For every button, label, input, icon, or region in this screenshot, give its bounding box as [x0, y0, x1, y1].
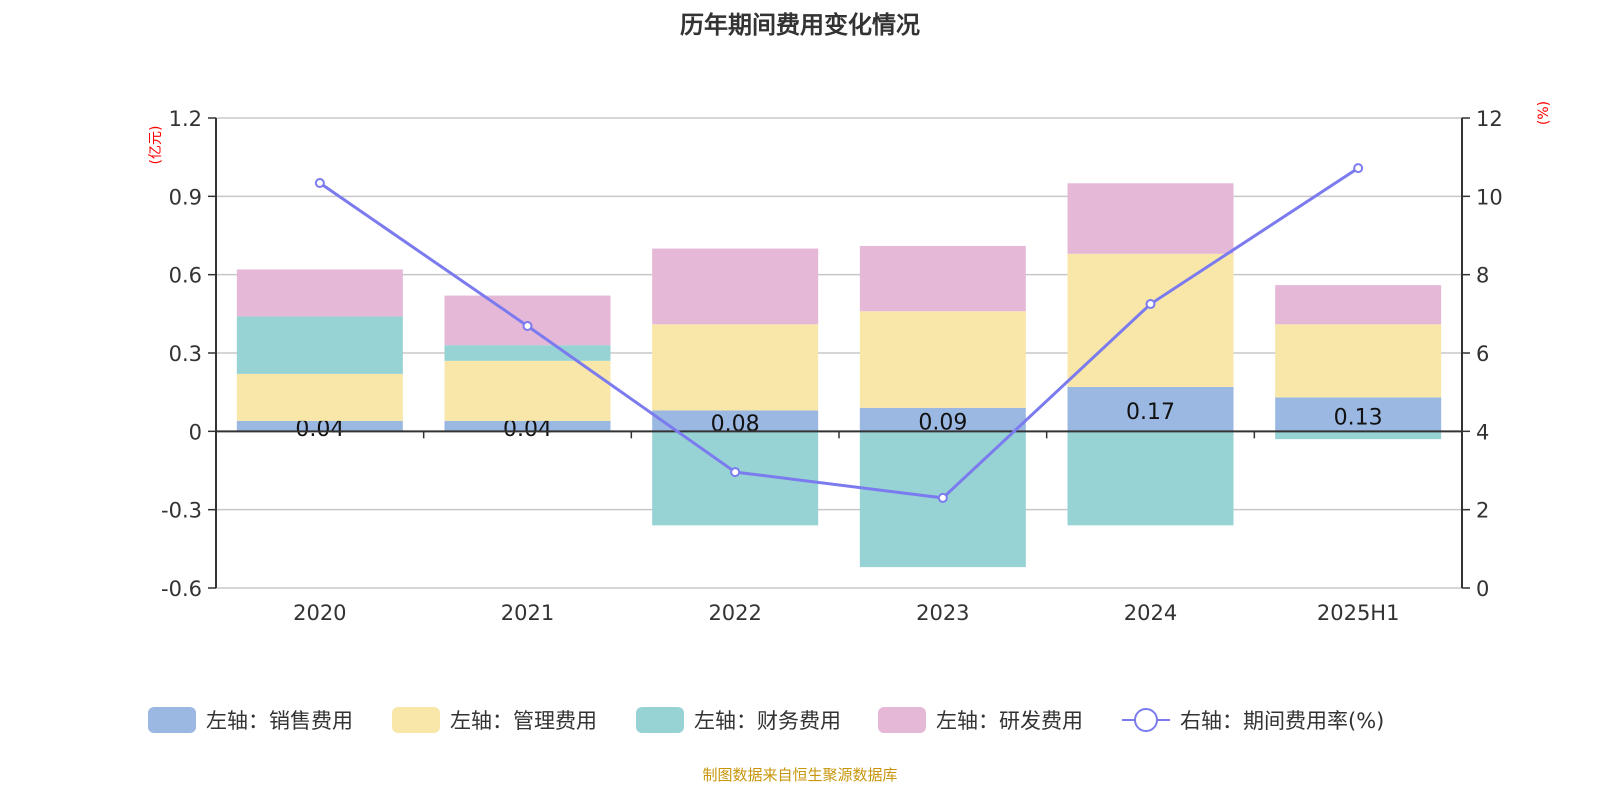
left-axis-label: (亿元) — [148, 126, 164, 165]
x-tick-label: 2020 — [293, 601, 346, 625]
rate-point — [314, 178, 325, 189]
bar-1 — [1067, 253, 1234, 387]
bar-2 — [444, 345, 611, 361]
legend-label: 左轴：销售费用 — [206, 709, 353, 733]
rate-point — [1353, 163, 1364, 174]
legend-swatch — [878, 707, 926, 733]
right-tick-label: 0 — [1476, 577, 1489, 601]
left-tick-label: 0.6 — [169, 264, 202, 288]
x-tick-label: 2023 — [916, 601, 969, 625]
chart-title: 历年期间费用变化情况 — [680, 11, 920, 39]
bar-1 — [236, 373, 403, 421]
left-tick-label: 0.9 — [169, 185, 202, 209]
left-tick-label: 0 — [189, 420, 202, 444]
bar-data-label: 0.17 — [1126, 400, 1175, 425]
bar-3 — [1067, 183, 1234, 254]
left-tick-label: -0.6 — [161, 577, 202, 601]
bar-1 — [1275, 324, 1442, 398]
rate-point — [937, 492, 948, 503]
bar-2 — [1275, 431, 1442, 440]
bar-2 — [1067, 431, 1234, 526]
bar-data-label: 0.13 — [1334, 405, 1383, 430]
right-tick-label: 12 — [1476, 107, 1503, 131]
x-tick-label: 2024 — [1124, 601, 1177, 625]
right-tick-label: 2 — [1476, 499, 1489, 523]
legend-label: 左轴：管理费用 — [450, 709, 597, 733]
bar-0 — [236, 420, 403, 432]
bar-3 — [859, 245, 1026, 312]
bar-3 — [444, 295, 611, 346]
bar-1 — [859, 311, 1026, 408]
legend-swatch — [392, 707, 440, 733]
bar-1 — [444, 360, 611, 421]
right-axis-label: (%) — [1536, 101, 1552, 125]
right-tick-label: 6 — [1476, 342, 1489, 366]
x-tick-label: 2022 — [708, 601, 761, 625]
bar-3 — [652, 248, 819, 325]
right-tick-label: 10 — [1476, 185, 1503, 209]
rate-line — [318, 166, 1359, 500]
bar-1 — [652, 324, 819, 411]
left-tick-label: -0.3 — [161, 499, 202, 523]
x-tick-label: 2021 — [501, 601, 554, 625]
legend-circle-icon — [1134, 708, 1158, 732]
right-tick-label: 8 — [1476, 264, 1489, 288]
bar-data-label: 0.04 — [295, 417, 344, 442]
bar-0 — [1275, 397, 1442, 432]
left-tick-label: 0.3 — [169, 342, 202, 366]
legend-label: 左轴：研发费用 — [936, 709, 1083, 733]
bar-2 — [236, 316, 403, 374]
x-tick-label: 2025H1 — [1317, 601, 1400, 625]
legend-swatch — [636, 707, 684, 733]
rate-point — [1145, 299, 1156, 310]
source-note: 制图数据来自恒生聚源数据库 — [702, 766, 897, 784]
bar-0 — [859, 407, 1026, 432]
bar-data-label: 0.04 — [503, 417, 552, 442]
bar-3 — [1275, 285, 1442, 325]
right-tick-label: 4 — [1476, 420, 1489, 444]
rate-point — [522, 320, 533, 331]
bar-3 — [236, 269, 403, 317]
bar-0 — [444, 420, 611, 432]
bar-0 — [652, 410, 819, 432]
bar-0 — [1067, 386, 1234, 432]
legend-swatch — [148, 707, 196, 733]
legend-label: 右轴：期间费用率(%) — [1180, 709, 1384, 733]
legend-label: 左轴：财务费用 — [694, 709, 841, 733]
rate-point — [730, 467, 741, 478]
left-tick-label: 1.2 — [169, 107, 202, 131]
